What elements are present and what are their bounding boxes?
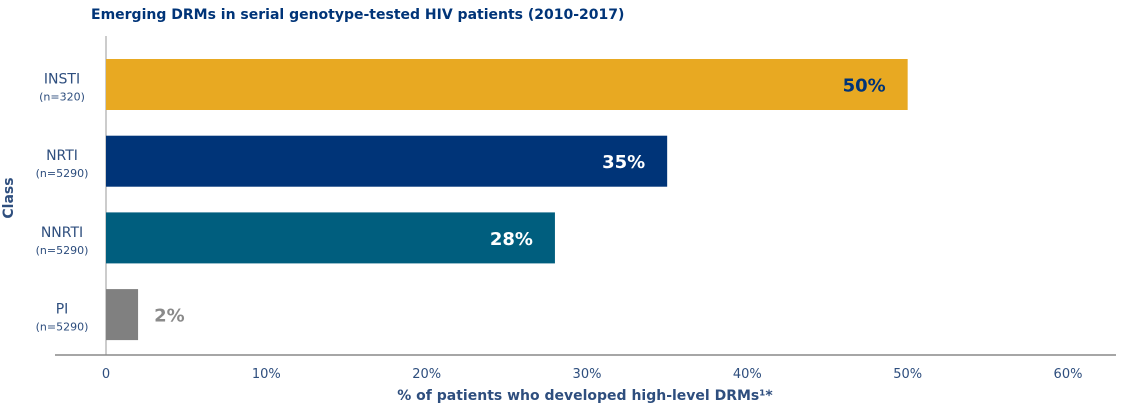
y-axis-label: Class [1, 177, 17, 218]
category-n-label: (n=320) [39, 91, 85, 104]
data-label: 2% [154, 306, 185, 327]
chart-title: Emerging DRMs in serial genotype-tested … [91, 7, 624, 23]
data-label: 35% [602, 152, 645, 173]
x-tick-label: 60% [1054, 367, 1083, 382]
data-label: 28% [490, 229, 533, 250]
x-tick-label: 10% [252, 367, 281, 382]
category-label: INSTI [44, 72, 80, 88]
x-tick-label: 0 [102, 367, 110, 382]
data-label: 50% [843, 76, 886, 97]
bar-nnrti [106, 212, 555, 264]
x-tick-label: 50% [893, 367, 922, 382]
x-tick-label: 40% [733, 367, 762, 382]
x-tick-label: 30% [573, 367, 602, 382]
category-label: PI [56, 302, 69, 318]
category-n-label: (n=5290) [36, 167, 89, 180]
x-axis-label: % of patients who developed high-level D… [397, 388, 773, 404]
category-label: NRTI [46, 148, 78, 164]
bar-nrti [106, 135, 668, 187]
category-label: NNRTI [41, 225, 83, 241]
category-n-label: (n=5290) [36, 244, 89, 257]
bar-insti [106, 59, 908, 110]
bar-pi [106, 289, 139, 341]
category-n-label: (n=5290) [36, 321, 89, 334]
x-tick-label: 20% [412, 367, 441, 382]
